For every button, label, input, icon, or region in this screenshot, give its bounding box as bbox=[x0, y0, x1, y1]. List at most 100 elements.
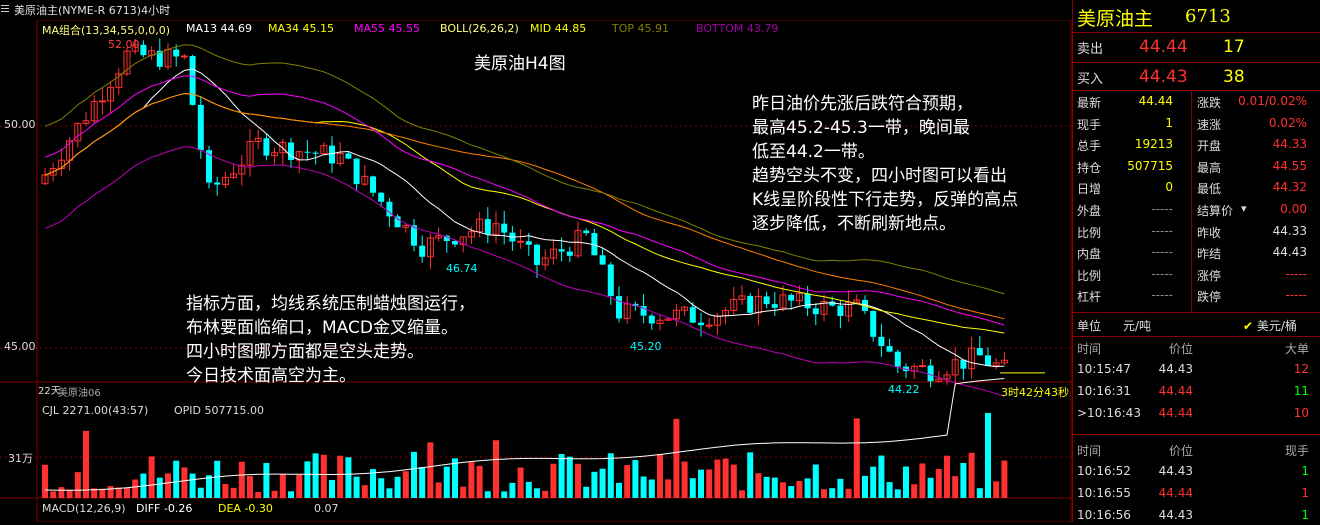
volume-bar bbox=[927, 477, 934, 498]
candle-body bbox=[459, 236, 467, 245]
volume-bar bbox=[263, 463, 270, 498]
volume-bar bbox=[353, 476, 360, 498]
stat-label: 内盘 bbox=[1077, 247, 1102, 262]
candle-body bbox=[820, 301, 828, 315]
stat-label: 开盘 bbox=[1197, 139, 1222, 154]
unit-alt-option[interactable]: ✔ 美元/桶 bbox=[1243, 317, 1297, 334]
tick-cell: 10 bbox=[1293, 406, 1309, 420]
stat-label: 比例 bbox=[1077, 225, 1102, 240]
day-count-label: 22天 bbox=[38, 386, 61, 397]
candle-body bbox=[501, 223, 508, 233]
candle-body bbox=[918, 365, 926, 368]
candle-body bbox=[698, 322, 704, 326]
tick-cell: 10:15:47 bbox=[1077, 362, 1131, 376]
stat-label: 昨收 bbox=[1197, 225, 1222, 240]
volume-bar bbox=[575, 463, 581, 498]
stat-value: 0.02% bbox=[1268, 115, 1307, 130]
volume-bar bbox=[862, 475, 868, 498]
window-title-bar: 美原油主(NYME-R 6713)4小时 bbox=[0, 0, 1072, 20]
stat-value: 44.33 bbox=[1272, 223, 1307, 238]
candle-body bbox=[361, 175, 369, 185]
kline-chart[interactable]: MA组合(13,34,55,0,0,0) MA13 44.69 MA34 45.… bbox=[0, 19, 1072, 523]
unit-alt-label: 美元/桶 bbox=[1256, 319, 1297, 333]
candle-body bbox=[992, 362, 1000, 367]
volume-bar bbox=[558, 454, 565, 498]
stat-value: ----- bbox=[1151, 223, 1173, 238]
volume-bar bbox=[189, 473, 196, 498]
stat-value: ----- bbox=[1151, 245, 1173, 260]
candle-body bbox=[452, 241, 458, 245]
candle-body bbox=[214, 182, 221, 185]
candle-body bbox=[82, 120, 90, 124]
candle-body bbox=[951, 359, 959, 376]
stat-label: 外盘 bbox=[1077, 204, 1102, 218]
volume-bar bbox=[132, 479, 139, 498]
candle-body bbox=[853, 299, 861, 303]
volume-bar bbox=[960, 462, 967, 498]
stat-label: 最低 bbox=[1197, 182, 1222, 197]
candle-body bbox=[402, 224, 410, 228]
candle-body bbox=[779, 294, 787, 309]
tick-header: 大单 bbox=[1284, 342, 1309, 356]
candle-body bbox=[345, 153, 352, 159]
candle-body bbox=[180, 55, 188, 58]
candle-body bbox=[426, 237, 434, 258]
volume-bar bbox=[124, 487, 130, 498]
price-axis-label-50: 50.00 bbox=[4, 118, 36, 131]
stat-label: 最新 bbox=[1077, 96, 1102, 110]
volume-bar bbox=[312, 453, 319, 498]
chart-canvas[interactable] bbox=[0, 19, 1072, 523]
candle-body bbox=[574, 230, 582, 257]
volume-bar bbox=[255, 491, 262, 498]
volume-bar bbox=[279, 474, 286, 498]
volume-bar bbox=[115, 487, 122, 498]
candle-body bbox=[927, 365, 934, 382]
candle-body bbox=[672, 309, 680, 320]
macd-legend-label: MACD(12,26,9) bbox=[42, 502, 126, 515]
candle-body bbox=[870, 310, 877, 337]
volume-bar bbox=[591, 471, 598, 498]
volume-bar bbox=[673, 418, 680, 498]
volume-bar bbox=[788, 486, 795, 498]
opid-legend: OPID 507715.00 bbox=[174, 404, 264, 417]
macd-diff-value: DIFF -0.26 bbox=[136, 502, 193, 515]
open-interest-line bbox=[44, 378, 1005, 491]
stat-value: ----- bbox=[1151, 266, 1173, 281]
volume-bar bbox=[755, 473, 762, 498]
candle-body bbox=[616, 296, 622, 319]
stat-value: 0.01/0.02% bbox=[1238, 94, 1307, 108]
volume-bar bbox=[370, 469, 376, 498]
menu-icon[interactable] bbox=[0, 2, 10, 16]
tick-cell: 44.44 bbox=[1158, 406, 1193, 420]
chevron-down-icon[interactable]: ▾ bbox=[1241, 202, 1247, 215]
tick-header: 现手 bbox=[1284, 444, 1309, 458]
volume-bar bbox=[493, 440, 499, 498]
stat-label: 比例 bbox=[1077, 268, 1102, 283]
volume-bar bbox=[50, 491, 57, 498]
volume-bar bbox=[509, 482, 516, 498]
candle-body bbox=[534, 244, 540, 265]
sell-label: 卖出 bbox=[1077, 42, 1104, 57]
volume-bar bbox=[894, 489, 901, 498]
high-price-mark: 52.00 bbox=[108, 38, 140, 51]
volume-bar bbox=[624, 465, 631, 498]
candle-body bbox=[140, 44, 147, 56]
stat-value: ----- bbox=[1151, 288, 1173, 303]
candle-body bbox=[730, 298, 738, 311]
candle-body bbox=[173, 49, 180, 57]
tick-cell: 44.44 bbox=[1158, 486, 1193, 500]
volume-bar bbox=[657, 454, 663, 498]
volume-bar bbox=[542, 490, 549, 498]
boll-legend-label: BOLL(26,26,2) bbox=[440, 22, 519, 35]
candle-body bbox=[378, 192, 385, 202]
volume-bar bbox=[238, 461, 245, 498]
volume-legend: CJL 2271.00(43:57) bbox=[42, 404, 149, 417]
volume-bar bbox=[476, 465, 483, 498]
tick-cell: 44.44 bbox=[1158, 384, 1193, 398]
candle-body bbox=[419, 245, 426, 257]
tick-cell: 1 bbox=[1301, 486, 1309, 500]
stat-label: 昨结 bbox=[1197, 247, 1222, 262]
volume-bar bbox=[91, 488, 98, 498]
tick-cell: 1 bbox=[1301, 464, 1309, 478]
candle-body bbox=[517, 240, 525, 243]
